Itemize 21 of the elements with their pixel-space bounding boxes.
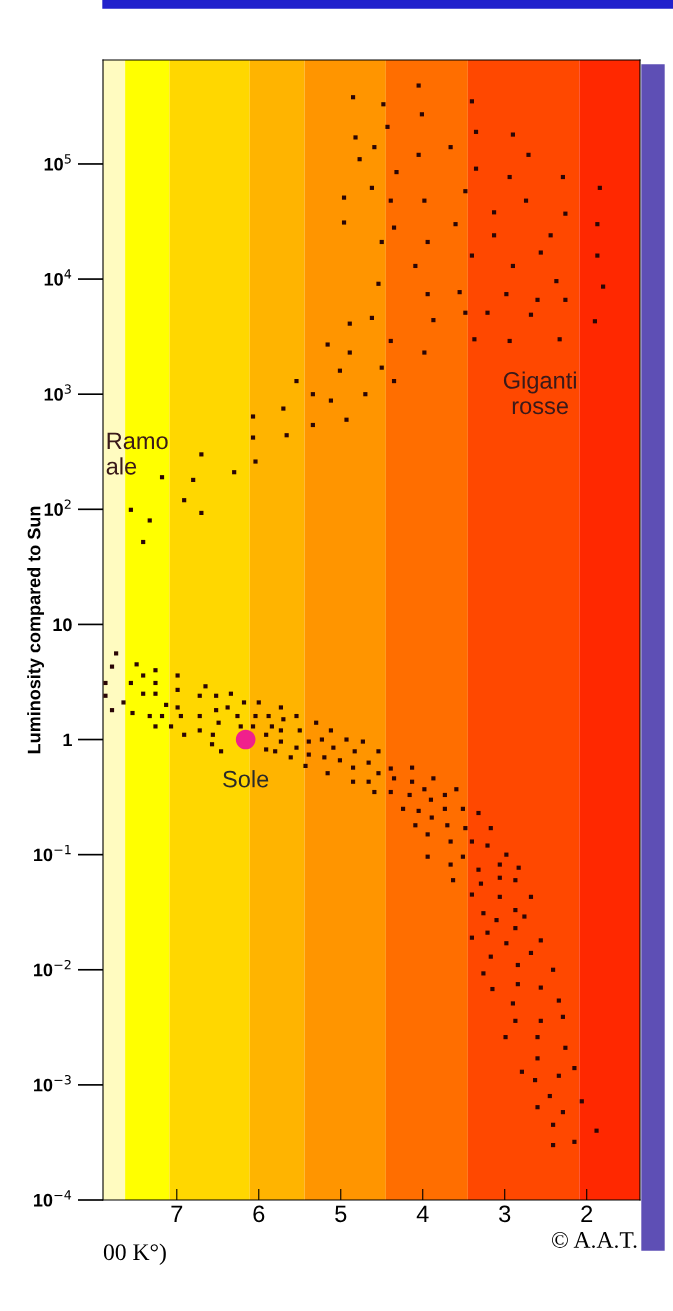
- y-tick-label: 10$^{5}$: [44, 154, 71, 171]
- x-tick-label: 5: [335, 1205, 347, 1223]
- x-tick-label: 4: [416, 1205, 429, 1222]
- y-tick-label: 10$^{−3}$: [34, 1075, 71, 1092]
- x-tick-label: 7: [171, 1205, 183, 1222]
- y-tick-label: 10$^{−4}$: [34, 1190, 72, 1207]
- x-tick-label: 6: [253, 1205, 265, 1223]
- x-tick-label: 3: [499, 1205, 511, 1223]
- y-tick-label: 10$^{4}$: [44, 269, 72, 286]
- y-tick-label: 1: [63, 733, 72, 747]
- y-tick-label: 10$^{3}$: [44, 384, 71, 401]
- y-tick-label: 10$^{2}$: [44, 499, 71, 516]
- x-tick-label: 2: [581, 1205, 593, 1222]
- y-axis-title: Luminosity compared to Sun: [27, 506, 45, 754]
- x-axis-title: 00 K°): [103, 1243, 166, 1265]
- y-tick-label: 10$^{−1}$: [34, 844, 71, 862]
- y-tick-label: 10: [53, 618, 72, 632]
- annotation: Sole: [223, 770, 269, 788]
- text: © A.A.T.: [551, 1231, 637, 1249]
- annotation: Giganti rosse: [503, 371, 576, 415]
- y-tick-label: 10$^{−2}$: [34, 959, 71, 977]
